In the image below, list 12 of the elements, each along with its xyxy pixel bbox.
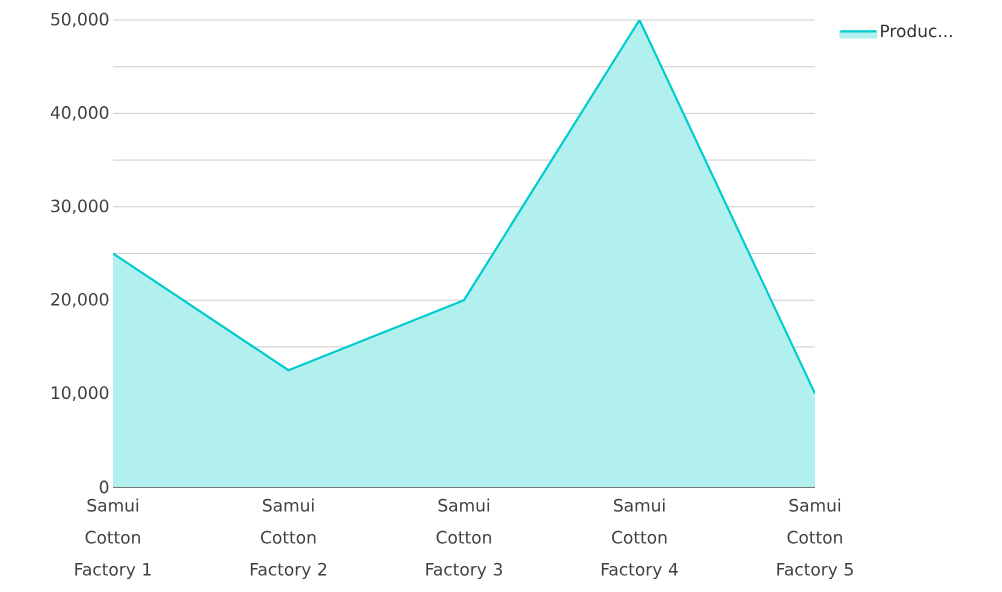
legend-label: Produc... [881,24,952,38]
y-tick-label: 30,000 [51,199,109,215]
x-tick-label: Samui Cotton Factory 2 [250,498,327,579]
y-tick-label: 50,000 [51,12,109,28]
x-tick-label: Samui Cotton Factory 1 [75,498,151,579]
x-tick-label: Samui Cotton Factory 3 [426,498,502,579]
x-tick-label: Samui Cotton Factory 4 [601,498,678,579]
y-tick-label: 10,000 [51,386,109,401]
y-tick-label: 40,000 [50,106,109,121]
x-tick-label: Samui Cotton Factory 5 [777,498,853,579]
y-tick-label: 20,000 [51,292,109,308]
y-tick-label: 0 [99,480,109,494]
